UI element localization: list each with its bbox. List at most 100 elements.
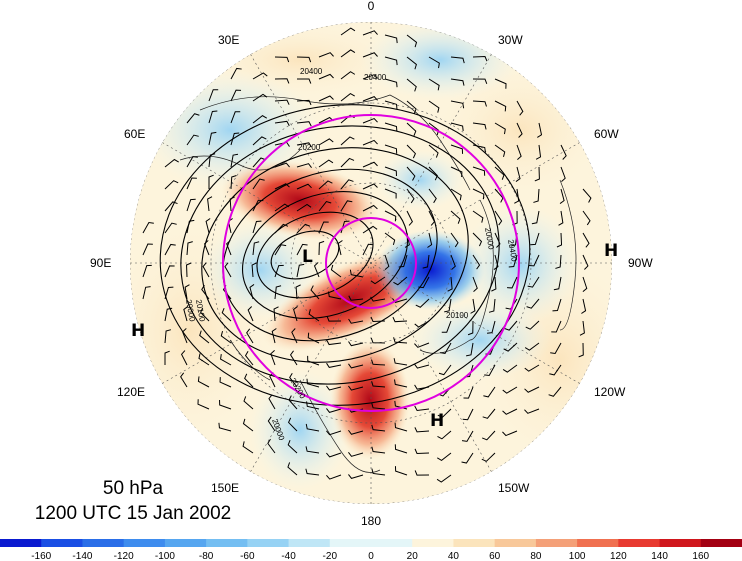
- wind-barb: [444, 298, 452, 313]
- wind-barb: [428, 188, 437, 204]
- wind-barb: [392, 298, 408, 303]
- wind-barb: [305, 446, 320, 454]
- wind-barb: [164, 265, 175, 278]
- wind-barb: [230, 175, 237, 190]
- wind-barb: [422, 254, 430, 269]
- low-center: L: [302, 247, 313, 267]
- wind-barb: [230, 89, 242, 102]
- wind-barb: [406, 56, 417, 70]
- wind-barb: [494, 210, 503, 226]
- wind-barb: [550, 342, 562, 355]
- wind-barb: [287, 462, 298, 476]
- wind-barb: [274, 99, 290, 105]
- colorbar-tick-label: -60: [240, 551, 255, 561]
- colorbar-tick-label: 160: [692, 551, 709, 561]
- colorbar-swatch: [247, 539, 290, 547]
- wind-barb: [466, 342, 474, 357]
- wind-barb: [203, 240, 210, 256]
- wind-barb: [230, 67, 242, 80]
- wind-barb: [340, 92, 355, 102]
- wind-barb: [505, 298, 518, 310]
- colorbar-swatch: [577, 539, 619, 547]
- colorbar-tick-label: 60: [489, 551, 501, 561]
- wind-barb: [370, 276, 386, 285]
- reference-rings: [222, 114, 520, 412]
- wind-barb: [414, 470, 430, 476]
- anomaly-shading: [130, 22, 612, 504]
- wind-barb: [184, 284, 190, 300]
- wind-barb: [252, 157, 266, 168]
- wind-barb: [306, 378, 320, 388]
- wind-barb: [183, 306, 189, 322]
- wind-barb: [437, 408, 452, 418]
- colorbar-tick-label: 0: [368, 551, 374, 561]
- wind-barb: [507, 276, 518, 289]
- wind-barb: [362, 139, 378, 146]
- wind-barb: [437, 430, 452, 440]
- wind-barb: [252, 178, 265, 190]
- wind-barb: [296, 263, 305, 278]
- wind-barb: [483, 386, 496, 398]
- wind-barb: [296, 163, 312, 168]
- wind-barb: [559, 188, 565, 204]
- wind-barb: [525, 320, 540, 330]
- colorbar-swatch: [494, 539, 537, 547]
- wind-barb: [486, 320, 496, 334]
- wind-barb: [535, 144, 542, 160]
- wind-barb: [208, 174, 214, 190]
- wind-barb: [289, 372, 298, 388]
- wind-barb: [198, 353, 210, 366]
- wind-barb: [164, 350, 170, 366]
- wind-barb: [296, 203, 312, 212]
- wind-barb: [274, 162, 290, 168]
- wind-barb: [252, 136, 267, 146]
- wind-barb: [481, 452, 496, 462]
- wind-barb: [427, 232, 433, 248]
- wind-barb: [180, 350, 188, 366]
- wind-barb: [362, 96, 378, 102]
- wind-barb: [516, 100, 524, 116]
- wind-barb: [558, 210, 564, 226]
- wind-barb: [524, 408, 540, 414]
- wind-barb: [362, 225, 378, 234]
- wind-barb: [243, 396, 254, 410]
- wind-barb: [296, 121, 312, 127]
- wind-barb: [218, 422, 232, 432]
- wind-barb: [305, 423, 320, 432]
- wind-barb: [164, 222, 177, 234]
- wind-barb: [142, 243, 153, 256]
- wind-barb: [556, 232, 563, 248]
- wind-barb: [252, 115, 268, 124]
- colorbar-tick-label: -120: [114, 551, 134, 561]
- wind-barb: [472, 122, 487, 130]
- lon-label-30w: 30W: [498, 33, 523, 47]
- wind-barb: [200, 307, 210, 322]
- wind-barb: [207, 196, 213, 212]
- wind-barb: [394, 466, 408, 476]
- lon-label-30e: 30E: [218, 33, 239, 47]
- wind-barb: [273, 306, 279, 322]
- wind-barb: [219, 377, 232, 388]
- colorbar-swatch: [164, 539, 207, 547]
- wind-barb: [270, 350, 276, 366]
- wind-barb: [252, 93, 268, 102]
- wind-barb: [548, 386, 562, 397]
- wind-barb: [470, 298, 476, 314]
- wind-barb: [208, 110, 218, 124]
- wind-barb: [531, 210, 540, 225]
- wind-barb: [348, 341, 364, 347]
- wind-barb: [164, 286, 174, 300]
- wind-barb: [296, 56, 312, 63]
- wind-barb: [450, 188, 462, 201]
- wind-barb: [502, 386, 518, 394]
- wind-barb: [516, 144, 522, 160]
- wind-barb: [197, 376, 210, 388]
- wind-barb: [384, 166, 397, 177]
- wind-barb: [428, 166, 438, 181]
- wind-barb: [221, 307, 232, 322]
- wind-barb: [450, 232, 459, 248]
- wind-barb: [394, 422, 408, 432]
- colorbar-tick-label: -140: [72, 551, 92, 561]
- wind-barb: [326, 362, 342, 368]
- wind-barb: [406, 100, 417, 114]
